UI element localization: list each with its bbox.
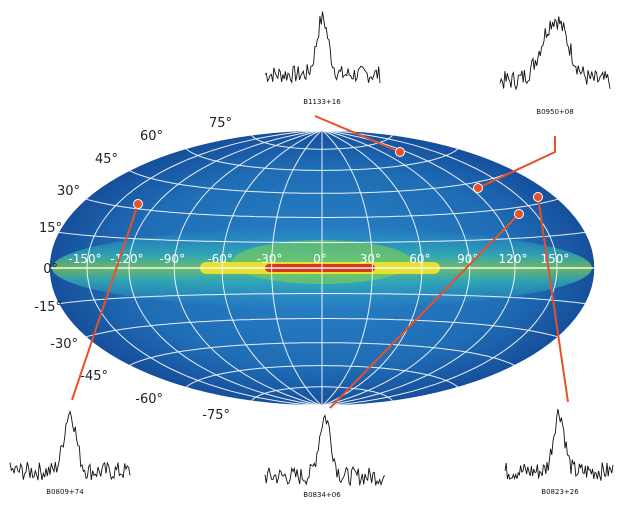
pulsar-dot — [134, 200, 143, 209]
longitude-label: -30° — [257, 252, 283, 266]
longitude-label: -60° — [207, 252, 233, 266]
figure: 75° 60° 45° 30° 15° 0° -15° -30° -45° -60° -75° -15… — [0, 0, 619, 512]
longitude-label: 150° — [541, 252, 570, 266]
pulsar-label: B1133+16 — [303, 98, 341, 106]
latitude-label: 75° — [209, 116, 232, 131]
latitude-label: -30° — [50, 337, 78, 352]
longitude-label: -90° — [159, 252, 185, 266]
latitude-label: 30° — [57, 184, 80, 199]
spectrum-profile — [500, 16, 610, 89]
longitude-label: 0° — [313, 252, 327, 266]
latitude-label: -15° — [34, 300, 62, 315]
pulsar-label: B0834+06 — [303, 491, 341, 499]
longitude-label: -150° — [68, 252, 101, 266]
pulsar-dot — [396, 148, 405, 157]
latitude-label: 15° — [39, 221, 62, 236]
longitude-label: -120° — [110, 252, 143, 266]
longitude-label: 60° — [409, 252, 430, 266]
latitude-label: -45° — [80, 369, 108, 384]
longitude-label: 30° — [360, 252, 381, 266]
spectrum-profile — [265, 416, 385, 486]
pulsar-dot — [474, 184, 483, 193]
longitude-label: 120° — [499, 252, 528, 266]
spectrum-profile — [265, 12, 380, 84]
latitude-label: 0° — [43, 262, 58, 277]
spectrum-profile — [505, 409, 613, 481]
latitude-label: 45° — [95, 152, 118, 167]
latitude-label: 60° — [140, 129, 163, 144]
pulsar-label: B0809+74 — [46, 488, 84, 496]
spectrum-profile — [10, 412, 130, 481]
pulsar-dot — [534, 193, 543, 202]
latitude-label: -75° — [202, 408, 230, 423]
pulsar-dot — [515, 210, 524, 219]
pulsar-label: B0823+26 — [541, 488, 579, 496]
pulsar-label: B0950+08 — [536, 108, 573, 116]
latitude-label: -60° — [135, 392, 163, 407]
